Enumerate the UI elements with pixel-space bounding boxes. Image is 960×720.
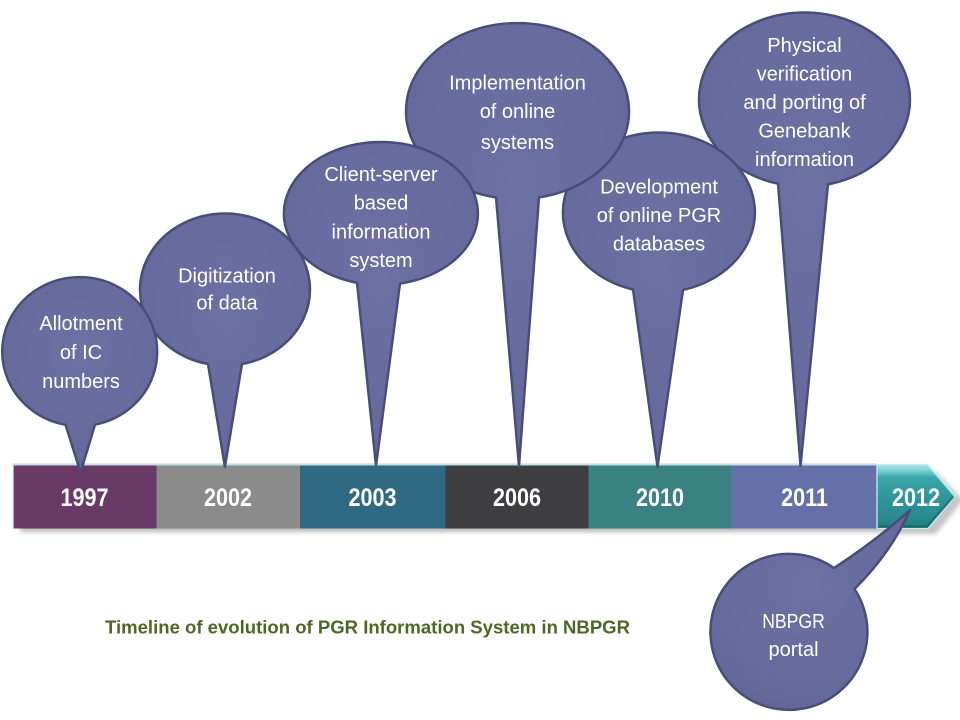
svg-text:2003: 2003 <box>348 483 396 511</box>
svg-text:1997: 1997 <box>60 483 108 511</box>
svg-text:Physical: Physical <box>767 35 841 57</box>
svg-text:information: information <box>755 149 854 171</box>
svg-text:2012: 2012 <box>892 483 940 511</box>
svg-text:of IC: of IC <box>60 342 102 364</box>
svg-text:and porting of: and porting of <box>743 92 866 114</box>
svg-text:of online PGR: of online PGR <box>597 205 722 227</box>
svg-text:Development: Development <box>600 177 718 199</box>
svg-text:system: system <box>349 250 412 272</box>
svg-text:2002: 2002 <box>204 483 252 511</box>
svg-text:databases: databases <box>613 234 705 256</box>
svg-text:verification: verification <box>757 64 853 86</box>
svg-text:NBPGR: NBPGR <box>762 610 825 632</box>
svg-text:of online: of online <box>480 101 556 123</box>
svg-text:Allotment: Allotment <box>39 313 123 335</box>
svg-text:Timeline of evolution of PGR I: Timeline of evolution of PGR Information… <box>105 618 630 638</box>
svg-text:of data: of data <box>196 293 258 315</box>
svg-text:numbers: numbers <box>42 371 120 393</box>
svg-text:Genebank: Genebank <box>758 121 851 143</box>
svg-text:portal: portal <box>768 639 818 661</box>
svg-text:Digitization: Digitization <box>178 266 276 288</box>
svg-text:2006: 2006 <box>493 483 541 511</box>
svg-text:Client-server: Client-server <box>324 164 438 186</box>
svg-text:Implementation: Implementation <box>449 73 586 95</box>
svg-text:2011: 2011 <box>781 483 828 511</box>
svg-text:information: information <box>332 222 431 244</box>
svg-text:systems: systems <box>481 132 554 154</box>
svg-text:2010: 2010 <box>636 483 684 511</box>
svg-text:based: based <box>354 193 409 215</box>
